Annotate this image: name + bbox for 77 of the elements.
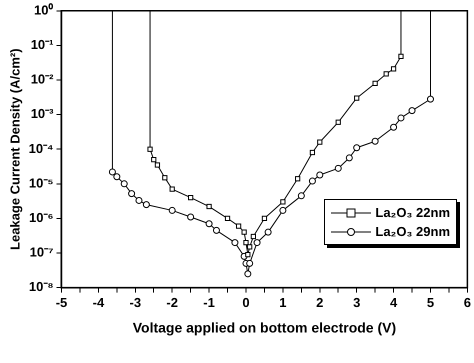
x-tick-label: -2 xyxy=(166,294,178,310)
point xyxy=(108,168,116,176)
point xyxy=(254,239,261,246)
y-tick-label: 10⁻¹ xyxy=(30,36,54,52)
point xyxy=(244,270,252,278)
point xyxy=(245,252,250,258)
x-tick-label: -1 xyxy=(203,294,215,310)
point xyxy=(113,173,120,180)
point xyxy=(346,154,353,162)
x-tick-label: 5 xyxy=(426,294,434,310)
legend-label: La₂O₃ 22nm xyxy=(375,205,450,220)
point xyxy=(162,175,168,180)
point xyxy=(384,71,389,77)
x-tick-label: 1 xyxy=(279,294,287,310)
point xyxy=(353,144,360,152)
point xyxy=(334,164,342,172)
y-tick-label: 10⁻⁷ xyxy=(30,244,54,260)
point xyxy=(390,124,398,131)
point xyxy=(398,54,404,60)
point xyxy=(154,162,160,168)
point xyxy=(264,228,272,236)
point xyxy=(231,239,238,246)
point xyxy=(188,194,194,200)
point xyxy=(243,240,249,246)
point xyxy=(308,178,316,185)
point xyxy=(310,150,316,156)
point xyxy=(147,146,153,152)
x-tick-label: -4 xyxy=(92,294,105,310)
point xyxy=(408,107,416,114)
point xyxy=(426,96,434,103)
y-tick-label: 10⁻⁵ xyxy=(28,175,54,190)
point xyxy=(316,171,324,178)
point xyxy=(390,66,396,72)
legend-label: La₂O₃ 29nm xyxy=(375,224,450,240)
point xyxy=(372,80,378,86)
point xyxy=(242,230,247,235)
x-tick-label: 6 xyxy=(464,294,471,310)
x-axis-title: Voltage applied on bottom electrode (V) xyxy=(132,319,396,336)
point xyxy=(151,156,156,162)
y-tick-label: 10⁻⁶ xyxy=(29,210,54,225)
point xyxy=(280,199,286,205)
point xyxy=(170,186,175,192)
point xyxy=(120,180,128,188)
point xyxy=(168,206,176,214)
point xyxy=(236,223,242,229)
y-tick-label: 10⁻² xyxy=(30,72,54,87)
y-tick-label: 10⁻⁸ xyxy=(28,279,54,294)
x-tick-label: -3 xyxy=(130,294,142,310)
point xyxy=(246,260,254,267)
point xyxy=(279,206,286,214)
x-tick-label: 3 xyxy=(353,294,360,310)
point xyxy=(224,216,230,222)
point xyxy=(295,176,300,182)
y-tick-label: 10⁰ xyxy=(34,2,54,18)
point xyxy=(206,220,213,228)
point xyxy=(187,213,194,220)
point xyxy=(354,95,360,101)
x-tick-label: -5 xyxy=(56,294,68,310)
x-tick-label: 2 xyxy=(316,294,324,310)
point xyxy=(135,196,142,204)
point xyxy=(128,190,136,198)
y-axis-title: Leakage Current Density (A/cm²) xyxy=(7,48,22,250)
point xyxy=(317,140,322,145)
x-tick-label: 4 xyxy=(390,294,398,310)
point xyxy=(372,138,379,145)
point xyxy=(142,201,150,208)
point xyxy=(206,204,212,210)
point xyxy=(247,244,252,250)
point xyxy=(336,120,341,125)
point xyxy=(262,216,268,222)
point xyxy=(298,192,305,200)
point xyxy=(397,114,404,122)
y-tick-label: 10⁻³ xyxy=(30,106,54,122)
point xyxy=(250,234,256,240)
x-tick-label: 0 xyxy=(242,294,250,310)
point xyxy=(212,226,220,234)
y-tick-label: 10⁻⁴ xyxy=(28,140,54,156)
